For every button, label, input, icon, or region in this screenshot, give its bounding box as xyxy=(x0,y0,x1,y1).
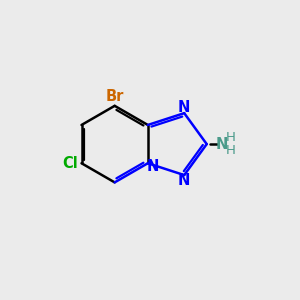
Text: N: N xyxy=(147,159,159,174)
Text: H: H xyxy=(226,144,236,157)
Text: H: H xyxy=(226,131,236,144)
Text: N: N xyxy=(216,136,228,152)
Text: N: N xyxy=(178,173,190,188)
Text: N: N xyxy=(178,100,190,115)
Text: Br: Br xyxy=(106,89,124,104)
Text: Cl: Cl xyxy=(62,156,78,171)
